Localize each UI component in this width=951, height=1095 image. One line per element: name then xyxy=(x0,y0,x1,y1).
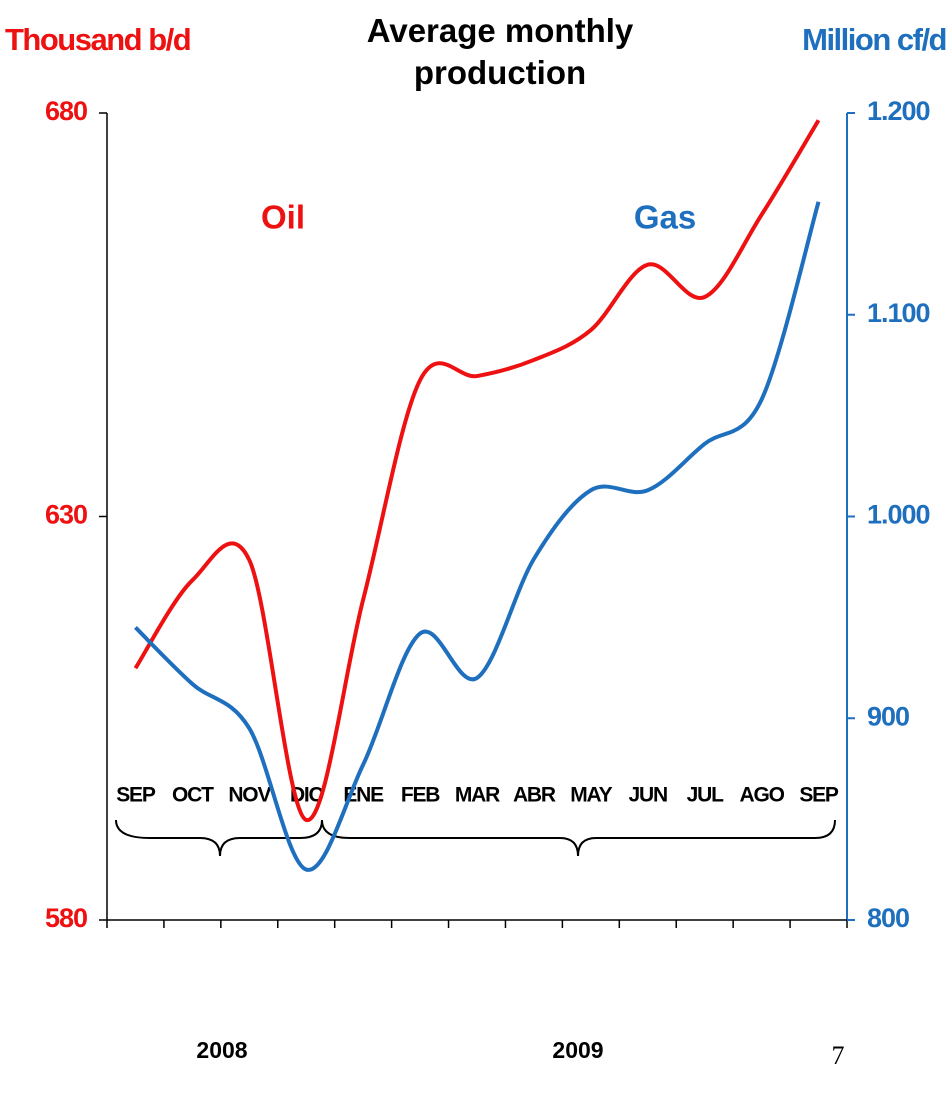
x-tick-label: JUN xyxy=(629,784,667,807)
y2-tick-label: 1.100 xyxy=(867,298,930,328)
x-tick-label: AGO xyxy=(739,784,784,807)
y2-tick-label: 900 xyxy=(867,701,909,731)
x-tick-label: NOV xyxy=(228,784,271,807)
x-tick-label: ABR xyxy=(513,784,556,807)
series-label: Oil xyxy=(261,199,305,236)
page-number: 7 xyxy=(832,1041,845,1070)
chart-title: Average monthly production xyxy=(366,12,634,91)
year-label: 2008 xyxy=(196,1037,247,1063)
series-line xyxy=(133,119,821,822)
x-tick-label: SEP xyxy=(799,784,839,807)
x-tick-label: MAR xyxy=(455,784,500,807)
y-tick-label: 580 xyxy=(45,903,87,933)
y-tick-label: 630 xyxy=(45,500,87,530)
year-label: 2009 xyxy=(552,1037,603,1063)
x-tick-label: OCT xyxy=(172,784,214,807)
series-line xyxy=(134,201,821,872)
x-tick-label: SEP xyxy=(116,784,156,807)
y2-tick-label: 800 xyxy=(867,903,909,933)
x-tick-label: MAY xyxy=(570,784,612,807)
series-label: Gas xyxy=(634,199,696,236)
x-tick-label: FEB xyxy=(401,784,440,807)
y-axis-label: Thousand b/d xyxy=(5,22,190,57)
y2-axis-label: Million cf/d xyxy=(802,22,946,57)
brace-2008 xyxy=(115,819,323,857)
y2-tick-label: 1.200 xyxy=(867,96,930,126)
y-tick-label: 680 xyxy=(45,96,87,126)
x-tick-label: JUL xyxy=(687,784,724,807)
brace-2009 xyxy=(321,819,836,857)
y2-tick-label: 1.000 xyxy=(867,500,930,530)
